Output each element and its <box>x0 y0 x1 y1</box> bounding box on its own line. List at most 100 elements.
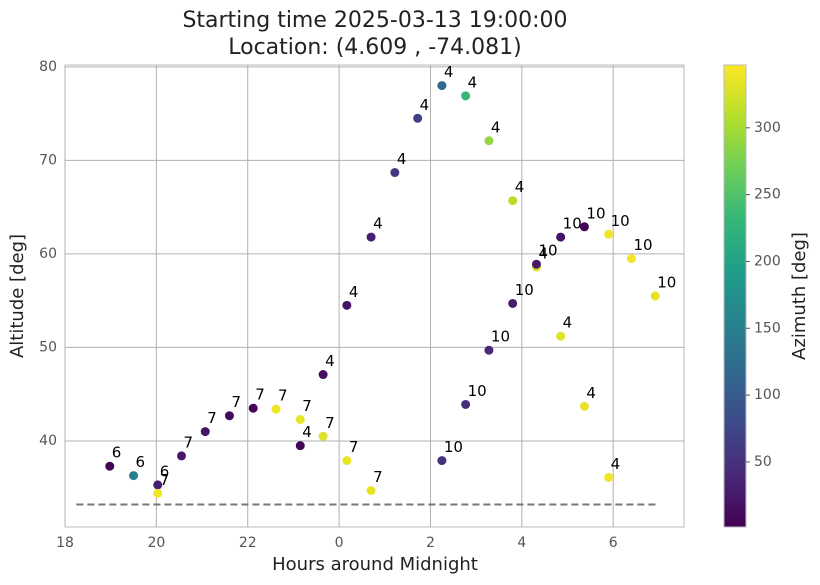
y-tick-label: 40 <box>39 433 57 449</box>
colorbar-label: Azimuth [deg] <box>789 232 810 360</box>
point-label: 10 <box>586 204 605 222</box>
colorbar-tick-label: 50 <box>754 454 772 470</box>
point <box>556 331 566 341</box>
point <box>200 427 210 437</box>
point-label: 10 <box>633 236 652 254</box>
point-label: 4 <box>468 73 478 91</box>
point-label: 6 <box>160 462 170 480</box>
point <box>650 291 660 301</box>
point <box>153 480 163 490</box>
colorbar-tick-label: 150 <box>754 320 781 336</box>
colorbar-tick-label: 100 <box>754 387 781 403</box>
x-axis-label: Hours around Midnight <box>272 554 478 575</box>
point-label: 7 <box>349 438 359 456</box>
point-label: 7 <box>231 393 241 411</box>
point-label: 7 <box>183 433 193 451</box>
point-label: 10 <box>444 438 463 456</box>
point-label: 7 <box>373 468 383 486</box>
point <box>484 345 494 355</box>
plot-area <box>64 64 685 528</box>
point-label: 10 <box>515 281 534 299</box>
point <box>318 370 328 380</box>
point-label: 7 <box>302 397 312 415</box>
point <box>579 222 589 232</box>
point <box>342 300 352 310</box>
point-label: 10 <box>563 215 582 233</box>
point <box>461 399 471 409</box>
x-tick-label: 20 <box>147 535 165 551</box>
point-label: 6 <box>112 444 122 462</box>
point-label: 4 <box>373 215 383 233</box>
x-tick-label: 2 <box>426 535 435 551</box>
y-tick-label: 50 <box>39 339 57 355</box>
colorbar <box>723 64 747 528</box>
point <box>579 401 589 411</box>
x-tick-label: 4 <box>517 535 526 551</box>
point-label: 4 <box>563 314 573 332</box>
point-label: 4 <box>349 283 359 301</box>
point-label: 4 <box>538 245 548 263</box>
point <box>531 259 541 269</box>
point <box>224 411 234 421</box>
x-tick-label: 22 <box>239 535 257 551</box>
point <box>248 403 258 413</box>
point-label: 4 <box>444 63 454 81</box>
point <box>105 461 115 471</box>
point <box>556 232 566 242</box>
y-tick-label: 70 <box>39 152 57 168</box>
point <box>484 136 494 146</box>
point-label: 10 <box>611 212 630 230</box>
point-label: 7 <box>278 387 288 405</box>
point <box>390 168 400 178</box>
point-label: 4 <box>420 96 430 114</box>
point <box>318 431 328 441</box>
point <box>437 81 447 91</box>
colorbar-tick-label: 200 <box>754 253 781 269</box>
x-tick-label: 0 <box>335 535 344 551</box>
point <box>271 404 281 414</box>
point <box>295 441 305 451</box>
point-label: 4 <box>325 352 335 370</box>
point <box>508 298 518 308</box>
y-tick-label: 80 <box>39 59 57 75</box>
y-axis-label: Altitude [deg] <box>7 234 28 358</box>
point <box>604 229 614 239</box>
point <box>604 472 614 482</box>
point-label: 4 <box>586 384 596 402</box>
point <box>461 91 471 101</box>
point-label: 4 <box>397 150 407 168</box>
point <box>413 113 423 123</box>
point <box>366 486 376 496</box>
point-label: 7 <box>207 409 217 427</box>
point-label: 4 <box>491 118 501 136</box>
point <box>176 451 186 461</box>
point-label: 6 <box>136 453 146 471</box>
point-label: 10 <box>468 382 487 400</box>
point <box>626 254 636 264</box>
point-label: 7 <box>255 386 265 404</box>
chart-title: Location: (4.609 , -74.081) <box>228 35 522 60</box>
point <box>129 471 139 481</box>
point <box>508 196 518 206</box>
point <box>342 456 352 466</box>
point-label: 10 <box>538 242 557 260</box>
point-label: 10 <box>657 274 676 292</box>
point <box>366 232 376 242</box>
point-label: 10 <box>491 328 510 346</box>
point <box>437 456 447 466</box>
point-label: 4 <box>611 455 621 473</box>
x-tick-label: 18 <box>56 535 74 551</box>
x-tick-label: 6 <box>609 535 618 551</box>
point <box>153 488 163 498</box>
point-label: 7 <box>160 471 170 489</box>
y-tick-label: 60 <box>39 246 57 262</box>
point-label: 4 <box>515 178 525 196</box>
colorbar-tick-label: 300 <box>754 120 781 136</box>
chart-title: Starting time 2025-03-13 19:00:00 <box>182 8 567 33</box>
point-label: 7 <box>325 414 335 432</box>
colorbar-tick-label: 250 <box>754 187 781 203</box>
point <box>295 414 305 424</box>
point-label: 4 <box>302 423 312 441</box>
